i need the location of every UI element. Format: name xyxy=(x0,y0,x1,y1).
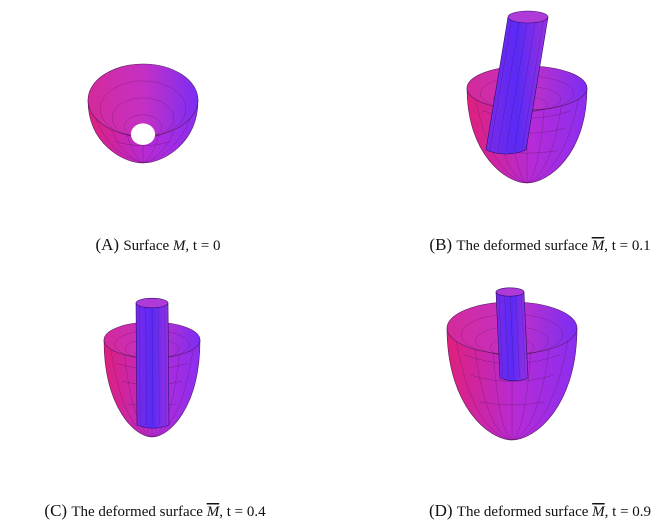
caption-text: The deformed surface xyxy=(71,504,206,520)
page: {"figures": [ {"label": "(A)", "text": "… xyxy=(0,0,663,524)
surfaces xyxy=(88,11,587,440)
tube-top xyxy=(508,11,548,23)
caption-rest: , t = 0.9 xyxy=(605,504,651,520)
caption-text: The deformed surface xyxy=(457,504,592,520)
figure: (A) Surface M, t = 0 (B) The deformed su… xyxy=(0,0,663,524)
tube-top xyxy=(136,298,168,308)
caption-label: (C) xyxy=(44,501,71,520)
caption: (D) The deformed surface M, t = 0.9 xyxy=(429,501,651,520)
caption-label: (A) xyxy=(95,235,123,254)
caption-rest: , t = 0 xyxy=(185,238,220,254)
caption-label: (D) xyxy=(429,501,457,520)
caption-label: (B) xyxy=(429,235,456,254)
caption: (A) Surface M, t = 0 xyxy=(95,235,220,254)
caption-rest: , t = 0.1 xyxy=(604,238,650,254)
bowl-hole xyxy=(131,123,155,145)
caption-rest: , t = 0.4 xyxy=(219,504,266,520)
caption-text: Surface xyxy=(123,238,173,254)
caption: (B) The deformed surface M, t = 0.1 xyxy=(429,235,650,254)
caption: (C) The deformed surface M, t = 0.4 xyxy=(44,501,266,520)
tube-top xyxy=(496,288,524,296)
caption-text: The deformed surface xyxy=(456,238,591,254)
